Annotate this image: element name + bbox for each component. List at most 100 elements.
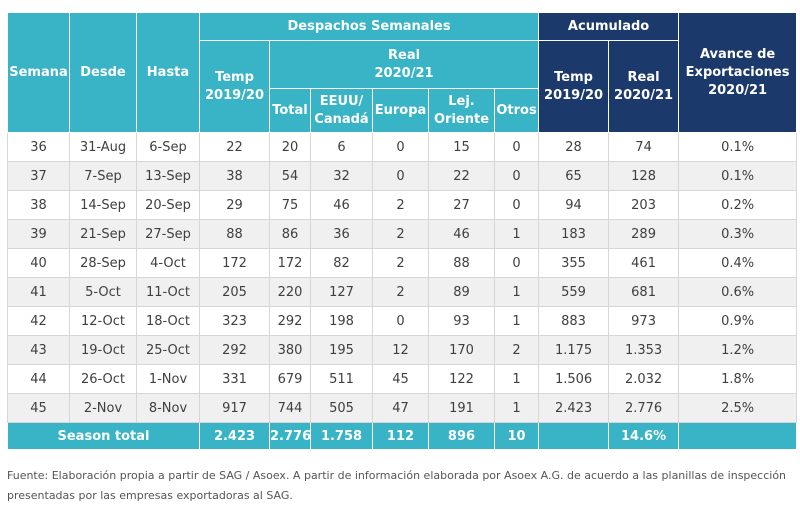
header-acc-temp-line-2: 2019/20 (544, 87, 604, 103)
header-avance-line-3: 2020/21 (708, 82, 768, 98)
cell-acc-real: 2.776 (608, 393, 680, 423)
table-row: 37 7-Sep 13-Sep 38 54 32 0 22 0 65 128 0.1% (7, 161, 798, 191)
table-body: 36 31-Aug 6-Sep 22 20 6 0 15 0 28 74 0.1% 37 7-Sep 13-… (7, 132, 798, 423)
cell-europa: 0 (372, 161, 429, 191)
total-temp: 2.423 (199, 422, 270, 450)
header-otros: Otros (493, 88, 540, 133)
cell-europa: 0 (372, 132, 429, 162)
cell-lej: 88 (428, 248, 495, 278)
cell-avance: 1.2% (678, 335, 798, 365)
cell-hasta: 6-Sep (136, 132, 200, 162)
cell-acc-real: 461 (608, 248, 680, 278)
cell-acc-temp: 183 (538, 219, 610, 249)
cell-acc-temp: 559 (538, 277, 610, 307)
cell-eeuu: 46 (310, 190, 373, 220)
cell-acc-real: 973 (608, 306, 680, 336)
header-real-weekly-line-2: 2020/21 (374, 65, 434, 81)
cell-hasta: 13-Sep (136, 161, 200, 191)
cell-semana: 37 (7, 161, 70, 191)
cell-total: 744 (269, 393, 311, 423)
cell-hasta: 25-Oct (136, 335, 200, 365)
total-europa: 112 (372, 422, 429, 450)
header-acc-real-line-1: Real (627, 69, 660, 85)
total-label: Season total (7, 422, 200, 450)
cell-temp: 323 (199, 306, 270, 336)
cell-europa: 47 (372, 393, 429, 423)
cell-desde: 12-Oct (69, 306, 137, 336)
cell-otros: 0 (493, 190, 540, 220)
cell-total: 20 (269, 132, 311, 162)
table-row: 39 21-Sep 27-Sep 88 86 36 2 46 1 183 289 0.3% (7, 219, 798, 249)
cell-avance: 0.4% (678, 248, 798, 278)
cell-semana: 40 (7, 248, 70, 278)
cell-europa: 12 (372, 335, 429, 365)
cell-temp: 205 (199, 277, 270, 307)
cell-otros: 2 (493, 335, 540, 365)
cell-otros: 1 (493, 219, 540, 249)
cell-otros: 0 (493, 161, 540, 191)
table-row: 43 19-Oct 25-Oct 292 380 195 12 170 2 1.175 1.353 1… (7, 335, 798, 365)
cell-total: 220 (269, 277, 311, 307)
cell-temp: 88 (199, 219, 270, 249)
cell-acc-temp: 1.175 (538, 335, 610, 365)
cell-temp: 29 (199, 190, 270, 220)
header-acc-temp: Temp 2019/20 (538, 40, 610, 133)
table-row: 41 5-Oct 11-Oct 205 220 127 2 89 1 559 681 0.6% (7, 277, 798, 307)
cell-avance: 2.5% (678, 393, 798, 423)
cell-desde: 7-Sep (69, 161, 137, 191)
cell-hasta: 4-Oct (136, 248, 200, 278)
total-avance (678, 422, 798, 450)
cell-semana: 43 (7, 335, 70, 365)
cell-lej: 191 (428, 393, 495, 423)
total-acc-temp (538, 422, 610, 450)
cell-europa: 2 (372, 277, 429, 307)
header-lej-line-2: Oriente (433, 111, 490, 127)
cell-semana: 39 (7, 219, 70, 249)
cell-temp: 292 (199, 335, 270, 365)
table-row: 45 2-Nov 8-Nov 917 744 505 47 191 1 2.423 2.776 2.5… (7, 393, 798, 423)
cell-desde: 21-Sep (69, 219, 137, 249)
cell-acc-temp: 883 (538, 306, 610, 336)
header-temp-weekly-line-1: Temp (215, 69, 254, 85)
cell-total: 75 (269, 190, 311, 220)
cell-hasta: 27-Sep (136, 219, 200, 249)
cell-lej: 15 (428, 132, 495, 162)
cell-acc-temp: 2.423 (538, 393, 610, 423)
cell-semana: 45 (7, 393, 70, 423)
header-eeuu-line-1: EEUU/ (319, 93, 364, 109)
cell-eeuu: 82 (310, 248, 373, 278)
total-otros: 10 (493, 422, 540, 450)
cell-semana: 38 (7, 190, 70, 220)
cell-europa: 2 (372, 248, 429, 278)
header-acc-temp-line-1: Temp (554, 69, 593, 85)
cell-lej: 122 (428, 364, 495, 394)
cell-temp: 331 (199, 364, 270, 394)
cell-avance: 0.2% (678, 190, 798, 220)
header-avance: Avance de Exportaciones 2020/21 (678, 12, 798, 133)
cell-acc-temp: 28 (538, 132, 610, 162)
cell-hasta: 1-Nov (136, 364, 200, 394)
cell-desde: 31-Aug (69, 132, 137, 162)
cell-total: 292 (269, 306, 311, 336)
cell-lej: 89 (428, 277, 495, 307)
cell-semana: 36 (7, 132, 70, 162)
cell-acc-temp: 94 (538, 190, 610, 220)
cell-europa: 45 (372, 364, 429, 394)
header-acc-real-line-2: 2020/21 (614, 87, 674, 103)
table-row: 38 14-Sep 20-Sep 29 75 46 2 27 0 94 203 0.2% (7, 190, 798, 220)
cell-otros: 0 (493, 132, 540, 162)
cell-desde: 26-Oct (69, 364, 137, 394)
cell-otros: 1 (493, 277, 540, 307)
cell-acc-real: 203 (608, 190, 680, 220)
cell-temp: 22 (199, 132, 270, 162)
cell-eeuu: 32 (310, 161, 373, 191)
total-acc-real: 14.6% (608, 422, 680, 450)
cell-lej: 22 (428, 161, 495, 191)
table-row: 42 12-Oct 18-Oct 323 292 198 0 93 1 883 973 0.9% (7, 306, 798, 336)
header-lej-line-1: Lej. (448, 93, 475, 109)
cell-semana: 41 (7, 277, 70, 307)
exports-table: Semana Desde Hasta Despachos Semanales A… (7, 12, 798, 450)
cell-hasta: 8-Nov (136, 393, 200, 423)
cell-avance: 0.9% (678, 306, 798, 336)
